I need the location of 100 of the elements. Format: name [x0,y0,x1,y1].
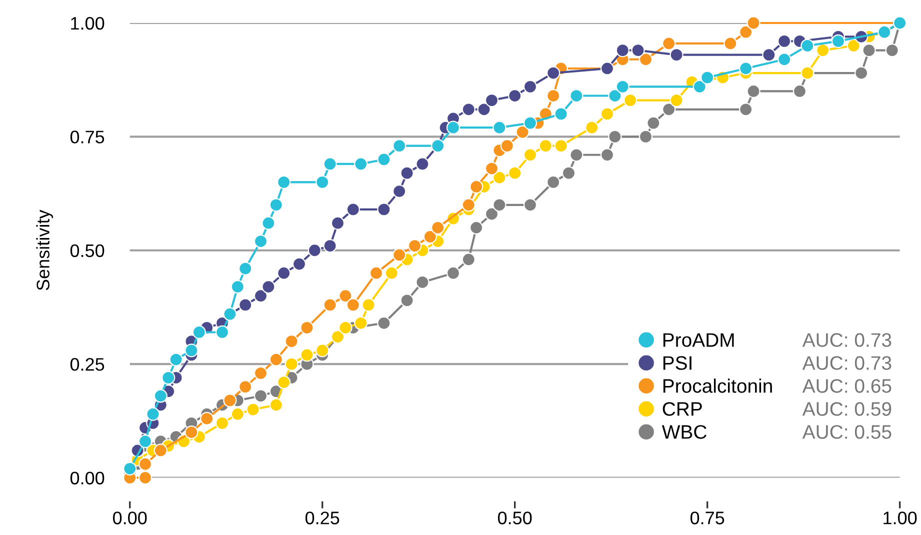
point [215,325,230,340]
point [300,320,314,334]
annotation: AUC: 0.73 [802,333,892,347]
point [154,444,168,458]
point [238,380,252,394]
point [624,94,638,108]
point [484,162,499,176]
y-tick-label: 0.25 [70,358,104,371]
legend-label: PSI [663,356,692,370]
point [562,166,576,180]
point [269,398,283,412]
point [492,198,506,212]
y-tick-label: 1.00 [71,16,104,30]
point [616,43,630,58]
annotation: AUC: 0.65 [802,379,892,393]
point [470,220,484,234]
x-tick-label: 0.25 [305,512,340,524]
point [308,244,322,258]
point [416,275,430,290]
y-tick-label: 0.50 [70,244,104,258]
point [739,102,753,116]
point [316,344,330,358]
point [508,166,522,180]
point [323,298,337,312]
point [638,130,653,144]
point [508,88,522,103]
point [400,166,414,180]
point [377,202,391,216]
legend-label: WBC [662,425,706,439]
x-tick-label: 0.75 [690,512,724,524]
point [816,43,830,58]
point [146,407,160,421]
point [346,202,360,216]
point [523,148,538,162]
point [484,94,499,108]
point [254,389,268,403]
point [323,157,337,171]
point [223,394,237,408]
point [800,38,814,53]
point [538,138,552,153]
legend-label: ProADM [663,333,734,347]
point [492,120,506,134]
point [384,266,398,280]
point [608,130,622,144]
point [423,230,437,244]
x-tick-label: 1.00 [884,512,917,524]
point [416,157,430,171]
point [546,66,560,80]
point [184,425,198,440]
point [431,220,445,234]
point [262,280,276,294]
point [354,157,368,171]
point [346,298,360,312]
point [662,102,676,116]
point [523,116,538,130]
point [300,348,314,362]
point [662,36,676,50]
point [608,88,622,103]
point [330,216,345,230]
point [230,407,244,421]
point [284,334,298,348]
point [846,38,860,53]
point [316,175,330,189]
y-tick-label: 0.75 [70,130,104,144]
point [369,266,384,280]
point [500,138,514,153]
point [516,125,530,139]
point [739,62,753,76]
point [778,52,792,66]
legend-label: CRP [662,402,702,416]
point [570,88,584,103]
point [700,70,714,84]
point [200,412,214,426]
legend-label: Procalcitonin [663,378,772,393]
point [162,370,176,385]
point [262,216,276,230]
point [138,470,152,485]
point [670,48,684,62]
point [392,138,406,153]
point [638,52,653,66]
point [831,34,846,48]
point [546,88,560,103]
point [323,239,337,253]
point [477,102,491,116]
point [792,84,807,98]
point [215,416,230,430]
point [269,352,283,366]
point [600,107,614,121]
point [292,257,306,271]
point [523,198,538,212]
point [138,434,152,448]
point [377,316,391,330]
point [600,148,614,162]
point [462,102,476,116]
x-tick-label: 0.00 [112,512,147,524]
point [154,389,168,403]
point [885,43,899,58]
point [277,175,291,189]
point [338,320,352,334]
point [854,66,868,80]
